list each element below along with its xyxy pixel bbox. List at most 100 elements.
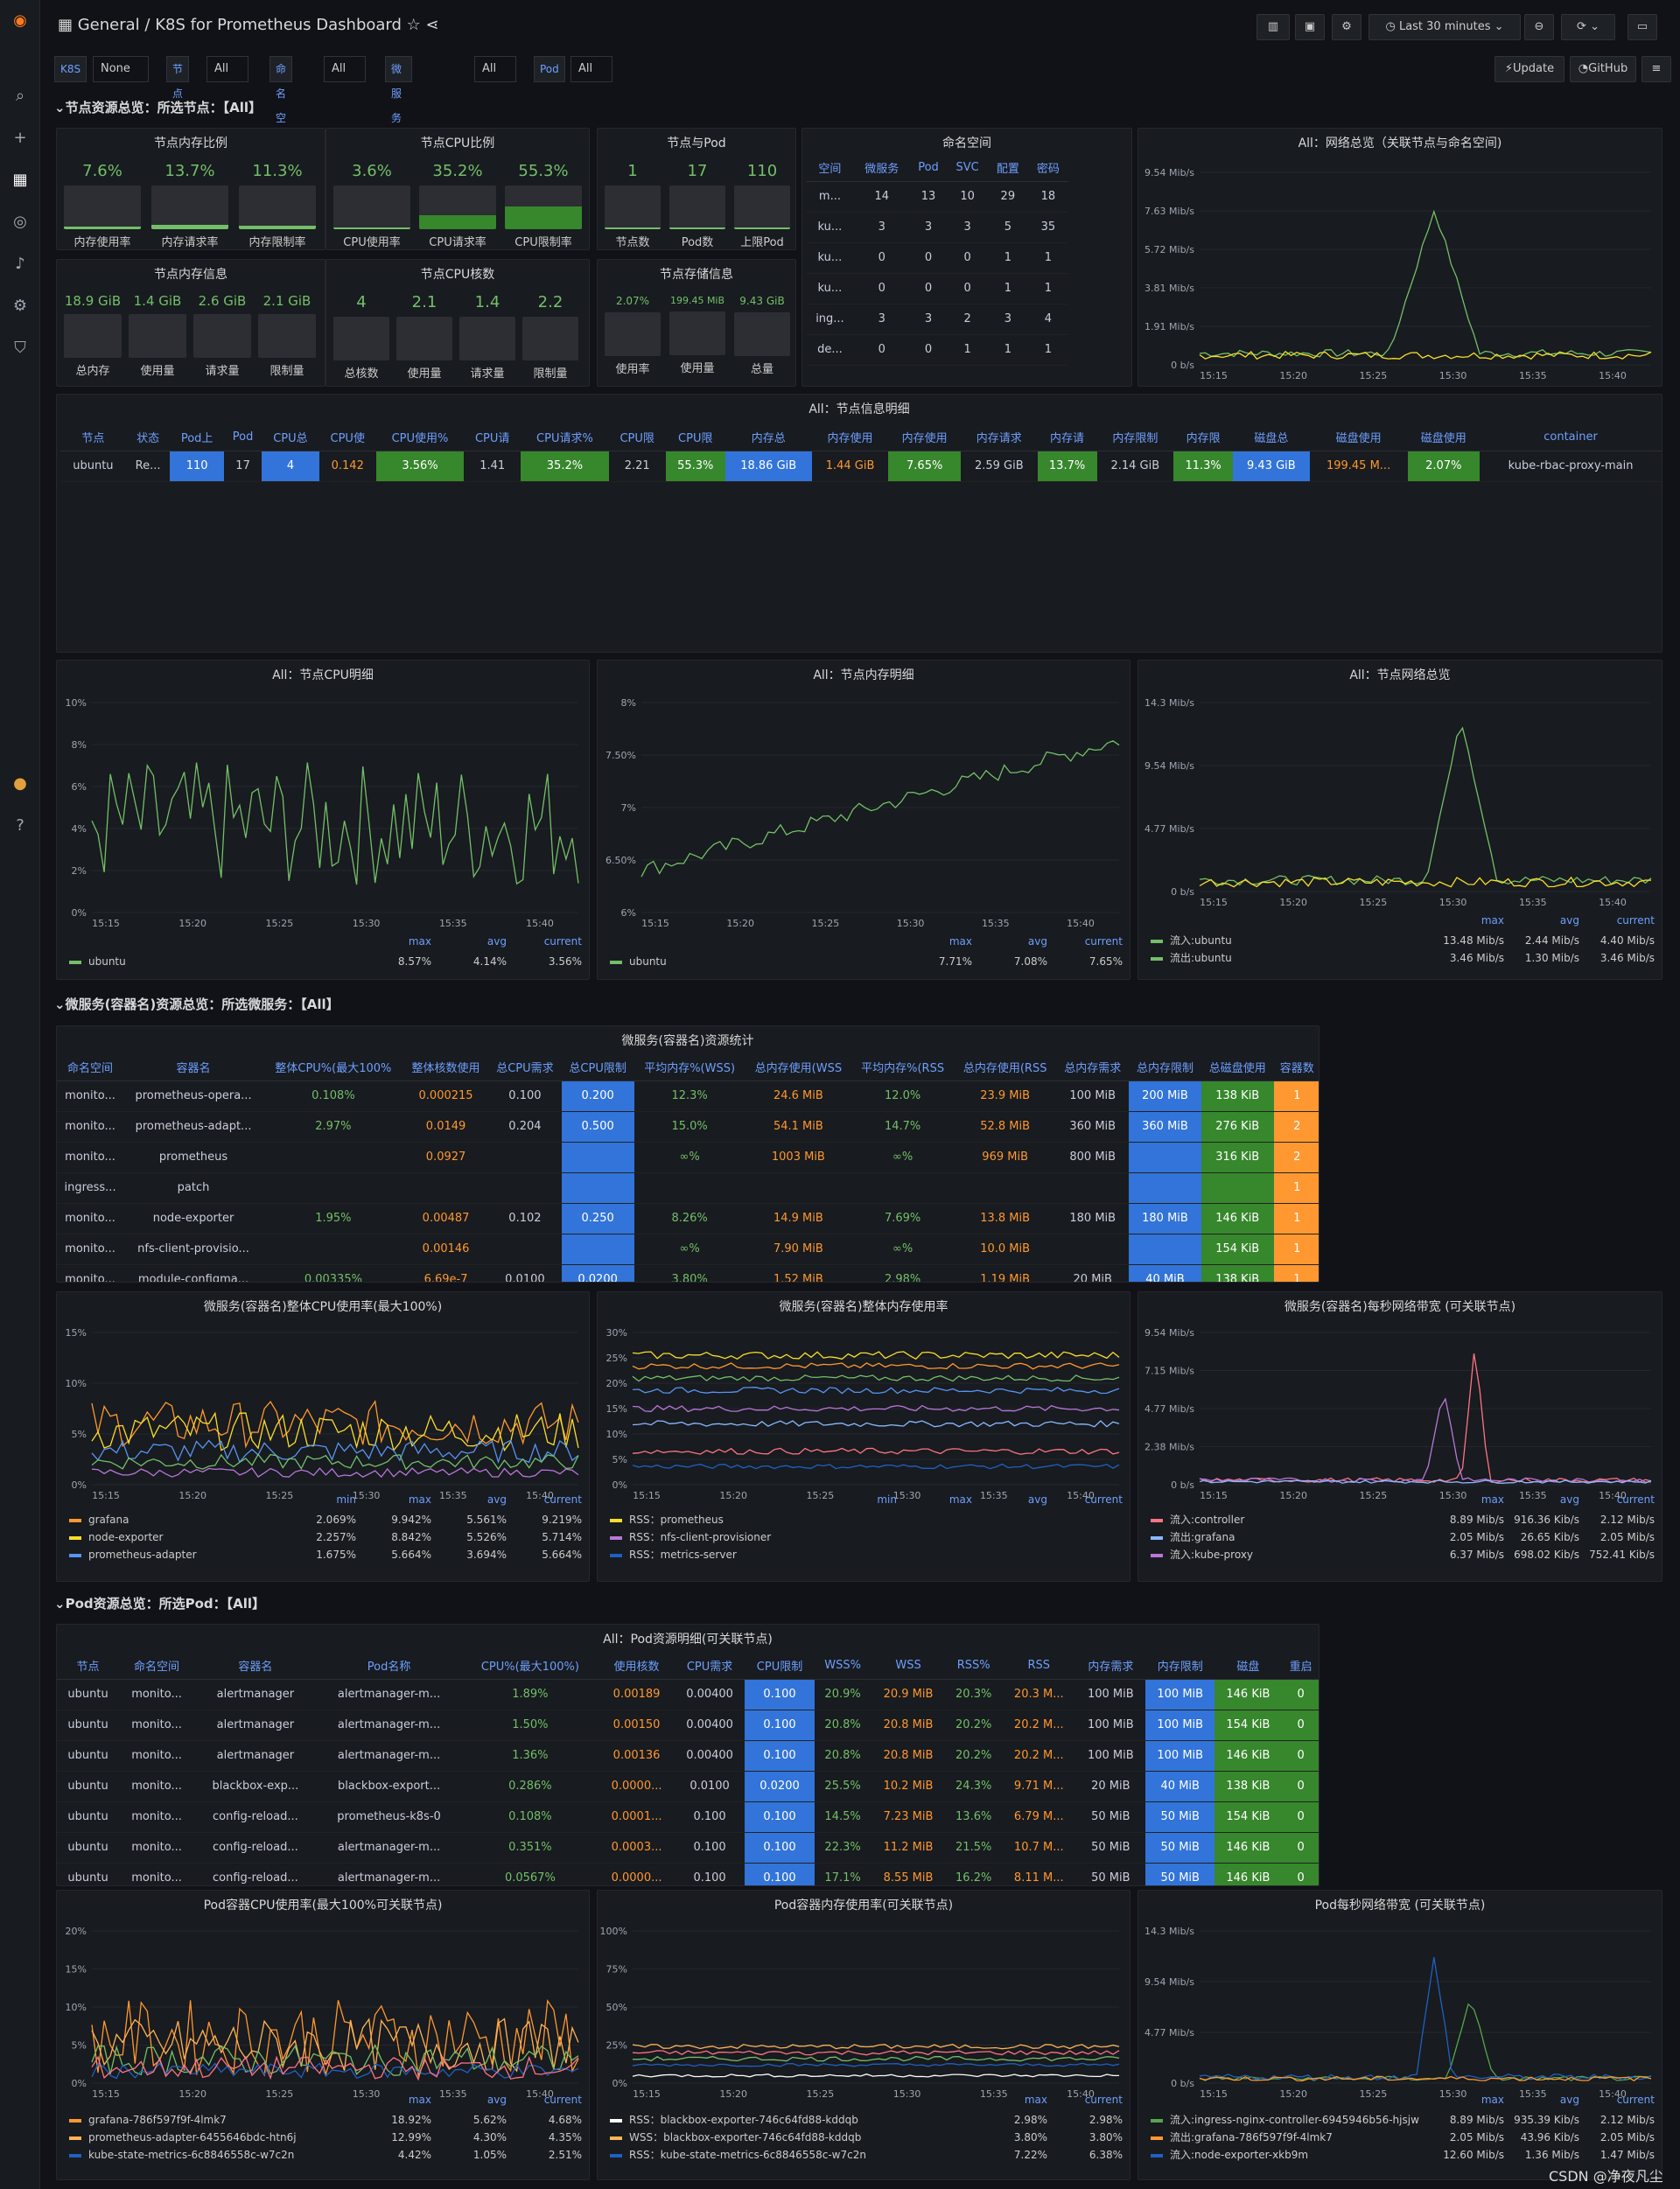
help-icon[interactable]: ? — [16, 816, 24, 835]
column-header[interactable]: 命名空间 — [119, 1653, 195, 1680]
column-header[interactable]: WSS% — [814, 1653, 872, 1680]
save-button[interactable]: ▣ — [1295, 14, 1325, 40]
table-row[interactable]: ing... 3 3 2 3 4 — [806, 304, 1068, 335]
column-header[interactable]: 内存请 — [1037, 424, 1097, 451]
table-row[interactable]: ubuntu monito... alertmanager alertmanager-… — [57, 1679, 1319, 1710]
legend-stat-header[interactable]: avg — [486, 935, 507, 948]
column-header[interactable]: 内存使用 — [888, 424, 961, 451]
legend-item[interactable]: node-exporter 2.257% 8.842% 5.526% 5.714% — [69, 1528, 582, 1546]
column-header[interactable]: 内存限制 — [1145, 1653, 1215, 1680]
legend-item[interactable]: RSS：prometheus — [610, 1511, 1123, 1528]
column-header[interactable]: 内存使用 — [811, 424, 889, 451]
legend-stat-header[interactable]: max — [1024, 2094, 1047, 2106]
table-row[interactable]: ubuntu Re... 110 17 4 0.142 3.56% 1.41 35.2% 2.21… — [60, 451, 1662, 482]
legend-item[interactable]: ubuntu 7.71% 7.08% 7.65% — [610, 953, 1123, 970]
column-header[interactable]: 容器名 — [194, 1653, 317, 1680]
legend-stat-header[interactable]: avg — [486, 1493, 507, 1506]
var-namespace-select[interactable]: All — [324, 56, 366, 82]
row-node-overview[interactable]: ⌄节点资源总览：所选节点：【All】 — [54, 98, 262, 116]
legend-stat-header[interactable]: max — [1480, 914, 1504, 927]
legend-stat-header[interactable]: current — [543, 2094, 582, 2106]
column-header[interactable]: 总内存限制 — [1129, 1054, 1201, 1081]
legend-item[interactable]: RSS：kube-state-metrics-6c8846558c-w7c2n 7… — [610, 2146, 1123, 2164]
table-row[interactable]: ubuntu monito... config-reload... alertmana… — [57, 1863, 1319, 1885]
tv-mode-button[interactable]: ▭ — [1628, 14, 1657, 40]
table-row[interactable]: monito... prometheus 0.0927 ∞% 1003 MiB ∞% 969… — [57, 1142, 1319, 1173]
legend-stat-header[interactable]: max — [1480, 1493, 1504, 1506]
column-header[interactable]: 使用核数 — [598, 1653, 675, 1680]
explore-icon[interactable]: ◎ — [13, 213, 27, 231]
legend-stat-header[interactable]: current — [1084, 1493, 1123, 1506]
column-header[interactable]: CPU使 — [318, 424, 376, 451]
legend-item[interactable]: ubuntu 8.57% 4.14% 3.56% — [69, 953, 582, 970]
legend-item[interactable]: RSS：nfs-client-provisioner — [610, 1528, 1123, 1546]
column-header[interactable]: CPU限 — [608, 424, 666, 451]
menu-button[interactable]: ≡ — [1642, 56, 1671, 82]
legend-item[interactable]: 流出:grafana-786f597f9f-4lmk7 2.05 Mib/s 43.… — [1151, 2129, 1655, 2146]
legend-item[interactable]: grafana 2.069% 9.942% 5.561% 9.219% — [69, 1511, 582, 1528]
column-header[interactable]: 总内存使用(RSS — [953, 1054, 1057, 1081]
legend-stat-header[interactable]: avg — [1027, 1493, 1047, 1506]
column-header[interactable]: 状态 — [125, 424, 171, 451]
column-header[interactable]: 内存需求 — [1075, 1653, 1146, 1680]
column-header[interactable]: 内存限制 — [1096, 424, 1174, 451]
column-header[interactable]: 总CPU限制 — [561, 1054, 634, 1081]
legend-stat-header[interactable]: avg — [1027, 935, 1047, 948]
column-header[interactable]: 配置 — [987, 155, 1028, 182]
column-header[interactable]: 总磁盘使用 — [1200, 1054, 1274, 1081]
legend-item[interactable]: RSS：metrics-server — [610, 1546, 1123, 1563]
column-header[interactable]: CPU请 — [464, 424, 522, 451]
column-header[interactable]: Pod名称 — [316, 1653, 462, 1680]
column-header[interactable]: 磁盘总 — [1233, 424, 1310, 451]
table-row[interactable]: monito... nfs-client-provisio... 0.00146 ∞%… — [57, 1234, 1319, 1265]
grafana-logo-icon[interactable]: ◉ — [13, 11, 27, 30]
alert-bell-icon[interactable]: ♪ — [15, 255, 25, 273]
legend-stat-header[interactable]: avg — [1559, 2094, 1579, 2106]
row-microservice-overview[interactable]: ⌄微服务(容器名)资源总览：所选微服务：【All】 — [54, 995, 340, 1013]
column-header[interactable]: 总内存使用(WSS — [745, 1054, 852, 1081]
legend-stat-header[interactable]: current — [543, 935, 582, 948]
legend-stat-header[interactable]: current — [1616, 2094, 1655, 2106]
table-row[interactable]: monito... prometheus-adapt... 2.97% 0.0149 0… — [57, 1111, 1319, 1143]
table-row[interactable]: de... 0 0 1 1 1 — [806, 334, 1068, 366]
column-header[interactable]: Pod上 — [170, 424, 224, 451]
column-header[interactable]: RSS — [1001, 1653, 1076, 1680]
column-header[interactable]: CPU请求% — [521, 424, 609, 451]
column-header[interactable]: 内存总 — [724, 424, 812, 451]
column-header[interactable]: 空间 — [806, 155, 854, 182]
column-header[interactable]: 磁盘使用 — [1407, 424, 1480, 451]
legend-stat-header[interactable]: max — [948, 935, 972, 948]
add-panel-button[interactable]: ▥ — [1256, 14, 1290, 40]
legend-stat-header[interactable]: max — [408, 1493, 431, 1506]
legend-item[interactable]: 流入:node-exporter-xkb9m 12.60 Mib/s 1.36 Mi… — [1151, 2146, 1655, 2164]
table-row[interactable]: ubuntu monito... config-reload... alertmana… — [57, 1832, 1319, 1864]
column-header[interactable]: 节点 — [57, 1653, 120, 1680]
column-header[interactable]: 平均内存%(WSS) — [634, 1054, 746, 1081]
dashboard-title[interactable]: K8S for Prometheus Dashboard — [155, 16, 402, 34]
table-row[interactable]: ubuntu monito... alertmanager alertmanager-… — [57, 1710, 1319, 1741]
table-row[interactable]: ingress... patch 1 — [57, 1172, 1319, 1204]
column-header[interactable]: 重启 — [1281, 1653, 1319, 1680]
search-icon[interactable]: ⌕ — [15, 87, 25, 105]
legend-item[interactable]: prometheus-adapter 1.675% 5.664% 3.694% 5.66… — [69, 1546, 582, 1563]
legend-stat-header[interactable]: max — [1480, 2094, 1504, 2106]
column-header[interactable]: RSS% — [945, 1653, 1002, 1680]
legend-item[interactable]: 流入:ingress-nginx-controller-6945946b56-h… — [1151, 2111, 1655, 2129]
legend-item[interactable]: RSS：blackbox-exporter-746c64fd88-kddqb 2.… — [610, 2111, 1123, 2129]
legend-stat-header[interactable]: max — [408, 935, 431, 948]
column-header[interactable]: container — [1480, 424, 1662, 451]
refresh-button[interactable]: ⟳ ⌄ — [1561, 14, 1615, 40]
column-header[interactable]: CPU限 — [665, 424, 725, 451]
column-header[interactable]: SVC — [947, 155, 988, 182]
column-header[interactable]: 磁盘使用 — [1309, 424, 1408, 451]
legend-item[interactable]: 流出:grafana 2.05 Mib/s 26.65 Kib/s 2.05 Mib/… — [1151, 1528, 1655, 1546]
legend-item[interactable]: 流入:ubuntu 13.48 Mib/s 2.44 Mib/s 4.40 Mib/s — [1151, 932, 1655, 949]
share-icon[interactable]: ⋖ — [425, 16, 439, 34]
column-header[interactable]: 节点 — [60, 424, 126, 451]
legend-item[interactable]: 流入:controller 8.89 Mib/s 916.36 Kib/s 2.12 … — [1151, 1511, 1655, 1528]
time-picker[interactable]: ◷ Last 30 minutes ⌄ — [1368, 14, 1521, 40]
column-header[interactable]: 容器数 — [1273, 1054, 1319, 1081]
column-header[interactable]: CPU使用% — [375, 424, 465, 451]
column-header[interactable]: 整体CPU%(最大100% — [262, 1054, 403, 1081]
column-header[interactable]: CPU需求 — [674, 1653, 746, 1680]
